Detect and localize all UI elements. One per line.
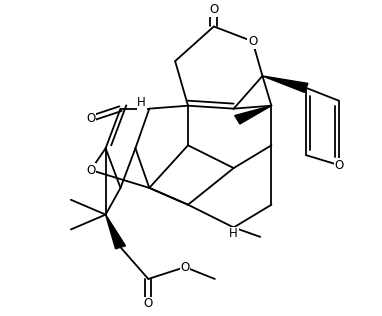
Polygon shape [235, 106, 271, 124]
Polygon shape [106, 215, 125, 249]
Text: O: O [144, 297, 153, 310]
Text: O: O [180, 261, 190, 274]
Text: O: O [86, 164, 96, 177]
Text: H: H [229, 227, 238, 240]
Text: O: O [209, 3, 219, 16]
Text: O: O [248, 35, 257, 48]
Text: H: H [138, 96, 146, 109]
Text: O: O [86, 112, 96, 125]
Text: O: O [334, 159, 343, 172]
Polygon shape [262, 76, 308, 92]
